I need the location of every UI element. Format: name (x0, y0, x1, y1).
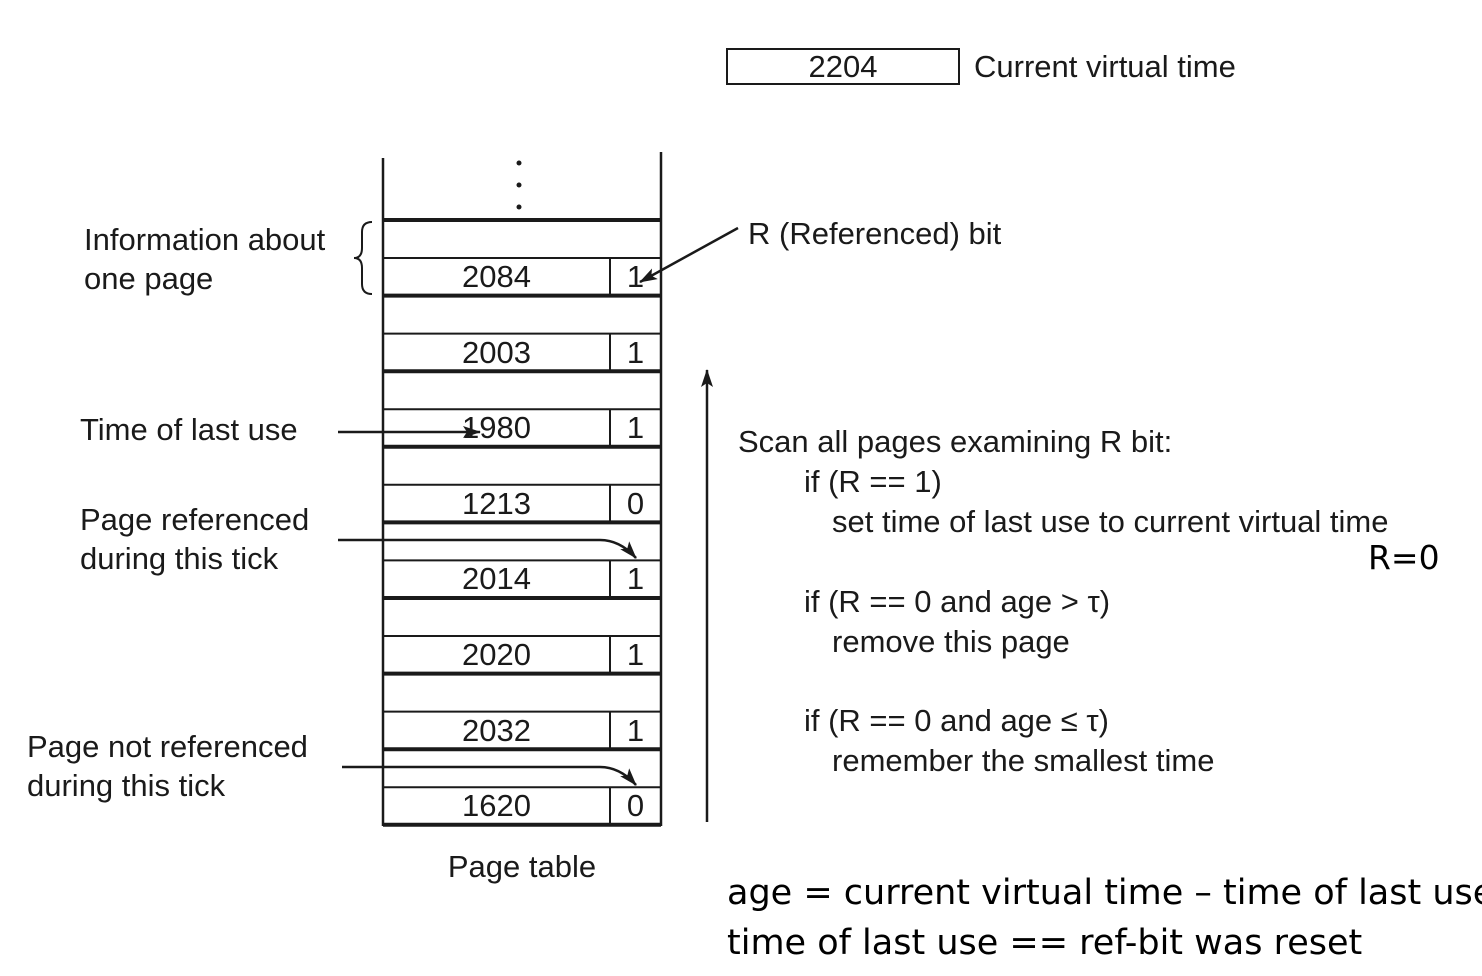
page-not-referenced-line2: during this tick (27, 768, 226, 803)
time-cell: 1213 (462, 485, 531, 521)
rbit-cell: 1 (626, 410, 645, 446)
info-label-line1: Information about (84, 222, 326, 257)
time-cell: 2020 (462, 637, 531, 672)
rbit-arrow (639, 226, 739, 284)
algo-set-time: set time of last use to current virtual … (832, 504, 1389, 539)
info-label-line2: one page (84, 261, 214, 296)
algo-r-reset: R=0 (1368, 538, 1440, 577)
algo-if-young: if (R == 0 and age ≤ τ) (804, 703, 1109, 738)
current-time-box (726, 48, 960, 85)
page-referenced-line1: Page referenced (80, 502, 310, 537)
ellipsis-dot (516, 160, 522, 166)
rbit-cell: 1 (626, 637, 645, 672)
reset-note: time of last use == ref-bit was reset (727, 923, 1363, 963)
current-time-label: Current virtual time (974, 49, 1236, 84)
page-not-referenced-line1: Page not referenced (27, 729, 308, 764)
time-cell: 2084 (462, 259, 531, 294)
time-last-use-label: Time of last use (80, 412, 298, 447)
algo-if-r1: if (R == 1) (804, 464, 942, 499)
rbit-label: R (Referenced) bit (748, 216, 1002, 251)
ellipsis-dot (516, 182, 522, 188)
rbit-cell: 0 (626, 788, 645, 824)
page-referenced-arrow (338, 538, 637, 559)
algo-if-old: if (R == 0 and age > τ) (804, 584, 1111, 619)
time-cell: 1980 (462, 410, 531, 446)
page-table-caption: Page table (447, 849, 597, 884)
algo-scan-line: Scan all pages examining R bit: (738, 424, 1173, 459)
info-brace (353, 221, 373, 295)
algo-remember: remember the smallest time (832, 743, 1215, 778)
page-not-referenced-arrow (342, 765, 637, 786)
rbit-cell: 1 (626, 334, 645, 370)
time-cell: 2003 (462, 334, 531, 370)
row-group-separators (383, 218, 661, 827)
ellipsis-dot (516, 204, 522, 210)
rbit-cell: 1 (626, 712, 645, 748)
time-cell: 2014 (462, 561, 531, 597)
rbit-cell: 1 (626, 561, 645, 597)
age-formula-note: age = current virtual time – time of las… (727, 873, 1482, 913)
rbit-cell: 0 (626, 485, 645, 521)
rbit-cell: 1 (626, 259, 645, 294)
time-cell: 2032 (462, 712, 531, 748)
algo-remove: remove this page (832, 624, 1070, 659)
time-cell: 1620 (462, 788, 531, 824)
current-time-value: 2204 (808, 49, 878, 84)
page-referenced-line2: during this tick (80, 541, 279, 576)
row-inner-separators (383, 257, 661, 789)
